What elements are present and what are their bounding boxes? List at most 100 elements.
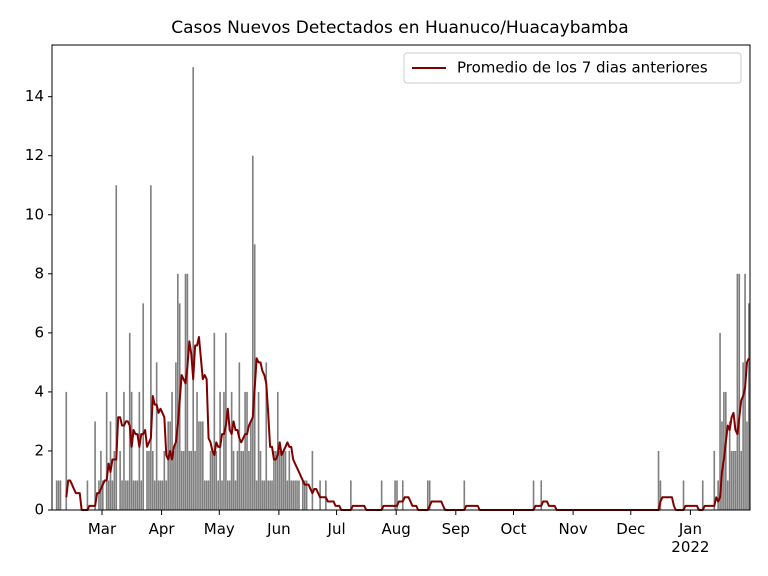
bar: [221, 480, 223, 510]
bar: [242, 450, 244, 510]
bar: [719, 332, 721, 510]
bar: [659, 480, 662, 510]
bar: [180, 450, 183, 510]
bar: [101, 480, 104, 510]
y-tick-label: 10: [25, 205, 44, 223]
bar: [728, 421, 731, 510]
bar: [263, 480, 266, 510]
bar: [169, 421, 171, 510]
bar: [107, 480, 110, 510]
bar: [742, 362, 744, 510]
bar: [257, 391, 260, 510]
bar: [171, 391, 173, 510]
bar: [740, 450, 743, 510]
bar: [401, 480, 404, 510]
bar: [209, 450, 212, 510]
bar: [165, 480, 168, 510]
bar: [205, 480, 208, 510]
bar: [226, 480, 229, 510]
bar: [732, 450, 735, 510]
bar: [701, 480, 704, 510]
bar: [111, 480, 114, 510]
bar: [184, 273, 187, 510]
x-tick-label: Sep: [442, 520, 470, 538]
bar: [194, 450, 196, 510]
bar: [278, 450, 281, 510]
bar: [301, 480, 304, 510]
bar: [148, 450, 150, 510]
bar: [271, 480, 273, 510]
bar: [426, 480, 429, 510]
bar: [207, 480, 210, 510]
bar: [748, 303, 750, 510]
bar: [119, 450, 121, 510]
bar: [213, 332, 216, 510]
bar: [211, 450, 214, 510]
bar: [734, 450, 737, 510]
x-tick-label-line: 2022: [671, 538, 709, 556]
bar: [190, 450, 193, 510]
bar: [251, 155, 254, 510]
bar: [280, 450, 283, 510]
y-tick-label: 4: [34, 382, 44, 400]
y-tick-label: 12: [25, 146, 44, 164]
bar: [290, 480, 293, 510]
bar: [55, 480, 58, 510]
bar: [201, 421, 204, 510]
bar: [132, 480, 135, 510]
bar: [136, 480, 139, 510]
bar: [151, 450, 154, 510]
legend: Promedio de los 7 dias anteriores: [403, 52, 742, 84]
bar: [142, 303, 145, 510]
x-tick-label: Aug: [382, 520, 411, 538]
bar: [186, 273, 189, 510]
bar: [350, 480, 352, 510]
bar: [240, 450, 243, 510]
bar: [726, 480, 729, 510]
bar: [230, 391, 233, 510]
x-tick-label: Mar: [88, 520, 117, 538]
bar: [234, 480, 237, 510]
bar: [161, 480, 164, 510]
x-tick-label: Nov: [558, 520, 587, 538]
bar: [215, 450, 218, 510]
bar: [94, 421, 96, 510]
legend-label: Promedio de los 7 dias anteriores: [457, 59, 708, 77]
bar: [182, 450, 185, 510]
x-tick-label: May: [204, 520, 235, 538]
bar: [130, 391, 133, 510]
bar: [532, 480, 535, 510]
y-tick-label: 8: [34, 264, 44, 282]
bar: [100, 450, 102, 510]
bar: [146, 450, 148, 510]
bar: [153, 480, 156, 510]
bar: [217, 480, 220, 510]
bar: [273, 450, 275, 510]
y-tick-label: 2: [34, 441, 44, 459]
bar: [746, 421, 748, 510]
bar: [657, 450, 660, 510]
x-tick-label: Jul: [327, 520, 346, 538]
bar: [250, 421, 252, 510]
bar: [305, 480, 308, 510]
bar: [121, 480, 123, 510]
bar: [682, 480, 685, 510]
bar: [282, 450, 285, 510]
y-tick-label: 6: [34, 323, 44, 341]
bar: [730, 450, 733, 510]
bar: [259, 450, 262, 510]
bar: [126, 480, 129, 510]
bar: [159, 480, 162, 510]
bar: [223, 391, 225, 510]
bar: [396, 480, 398, 510]
bar: [157, 480, 160, 510]
bar: [267, 480, 269, 510]
bar: [298, 480, 300, 510]
bar: [311, 450, 314, 510]
bar: [261, 480, 264, 510]
bar: [394, 480, 396, 510]
bar: [128, 332, 131, 510]
bar: [65, 391, 68, 510]
chart-title: Casos Nuevos Detectados en Huanuco/Huaca…: [171, 18, 628, 38]
bar: [200, 421, 202, 510]
